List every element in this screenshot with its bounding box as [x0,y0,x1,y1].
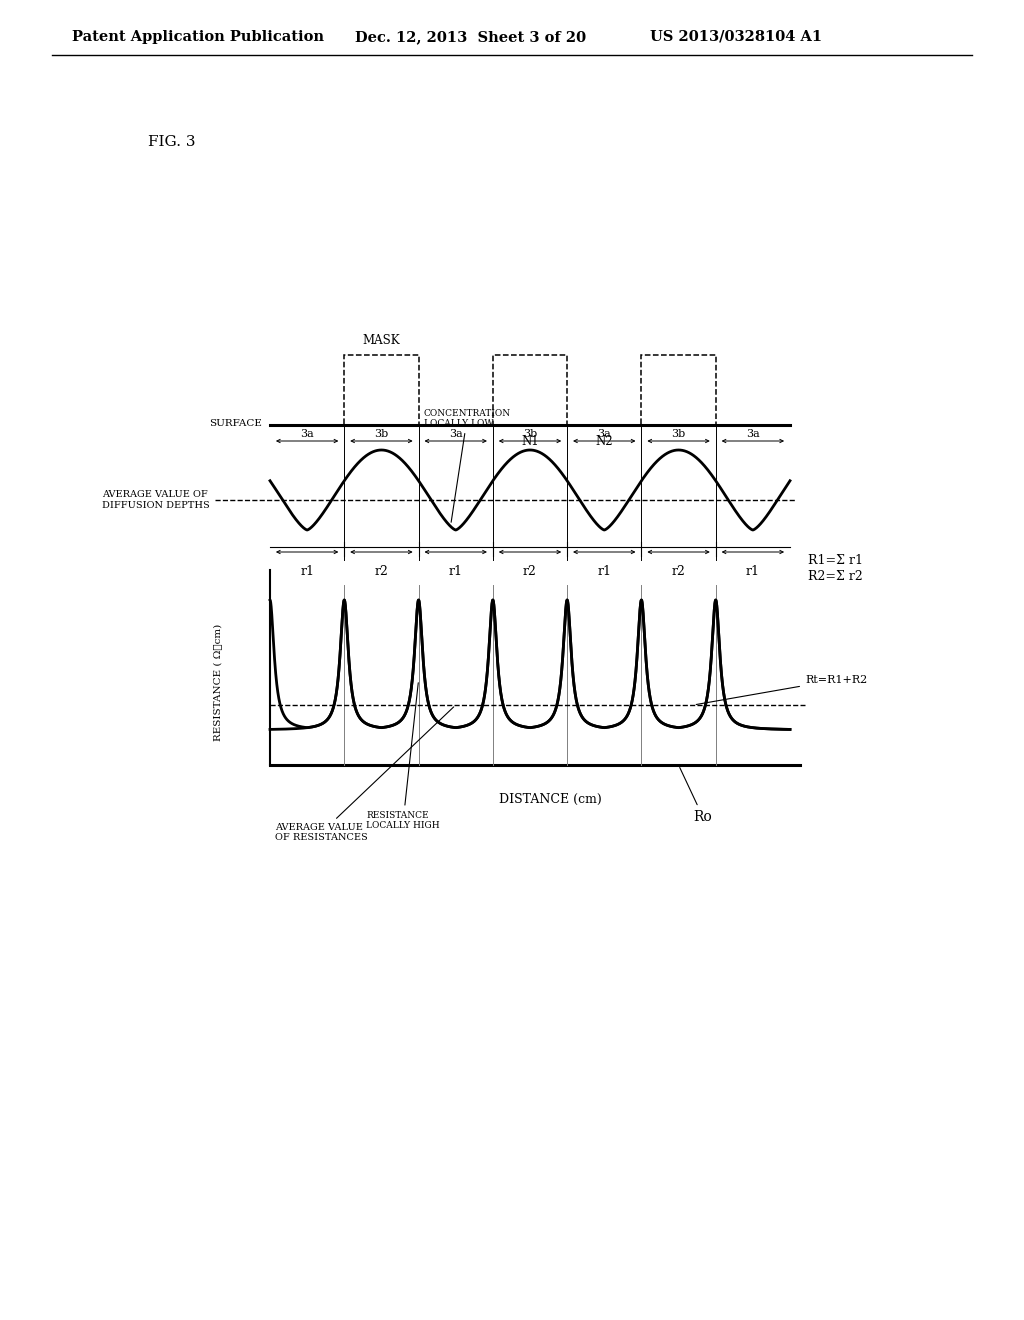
Text: Rt=R1+R2: Rt=R1+R2 [696,675,867,705]
Text: FIG. 3: FIG. 3 [148,135,196,149]
Text: 3b: 3b [375,429,388,440]
Text: N1: N1 [521,436,539,447]
Text: 3a: 3a [597,429,611,440]
Text: r1: r1 [745,565,760,578]
Text: RESISTANCE ( Ω／cm): RESISTANCE ( Ω／cm) [213,624,222,741]
Text: 3a: 3a [745,429,760,440]
Text: AVERAGE VALUE
OF RESISTANCES: AVERAGE VALUE OF RESISTANCES [275,708,454,842]
Text: R2=Σ r2: R2=Σ r2 [808,570,863,583]
Text: Dec. 12, 2013  Sheet 3 of 20: Dec. 12, 2013 Sheet 3 of 20 [355,30,586,44]
Text: AVERAGE VALUE OF
DIFFUSION DEPTHS: AVERAGE VALUE OF DIFFUSION DEPTHS [102,490,210,510]
Text: 3b: 3b [523,429,538,440]
Text: RESISTANCE
LOCALLY HIGH: RESISTANCE LOCALLY HIGH [367,682,440,830]
Bar [344,355,419,425]
Text: CONCENTRATION
LOCALLY LOW: CONCENTRATION LOCALLY LOW [424,409,511,523]
Text: 3a: 3a [300,429,314,440]
Bar [493,355,567,425]
Text: SURFACE: SURFACE [209,420,262,429]
Text: N2: N2 [596,436,613,447]
Text: 3b: 3b [672,429,686,440]
Text: r2: r2 [375,565,388,578]
Text: 3a: 3a [449,429,463,440]
Text: MASK: MASK [362,334,400,347]
Text: DISTANCE (cm): DISTANCE (cm) [499,793,601,807]
Text: US 2013/0328104 A1: US 2013/0328104 A1 [650,30,822,44]
Text: R1=Σ r1: R1=Σ r1 [808,553,863,566]
Bar [641,355,716,425]
Text: r1: r1 [449,565,463,578]
Text: r1: r1 [597,565,611,578]
Text: r2: r2 [523,565,537,578]
Text: r1: r1 [300,565,314,578]
Text: r2: r2 [672,565,685,578]
Text: Ro: Ro [680,767,713,824]
Text: Patent Application Publication: Patent Application Publication [72,30,324,44]
